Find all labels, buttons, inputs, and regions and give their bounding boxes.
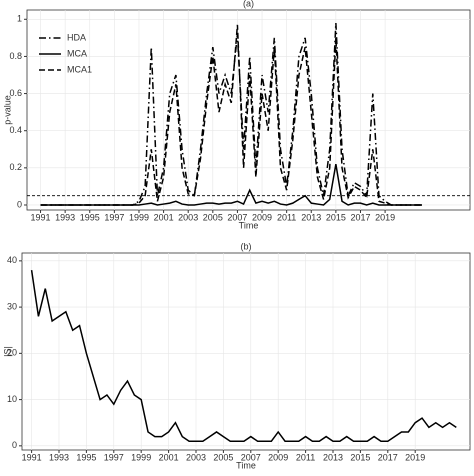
x-axis-label: Time: [236, 460, 256, 470]
x-tick-label: 2003: [186, 452, 206, 462]
x-tick-label: 2017: [378, 452, 398, 462]
y-tick-label: 40: [7, 255, 17, 265]
plot-area: [26, 9, 471, 211]
legend-label: MCA1: [67, 64, 92, 74]
x-tick-label: 1999: [131, 452, 151, 462]
plot-area: [21, 252, 471, 451]
y-axis-label: |S|: [2, 346, 12, 357]
chart-title: (a): [243, 0, 254, 8]
x-tick-label: 1997: [104, 452, 124, 462]
y-tick-label: 30: [7, 301, 17, 311]
x-tick-label: 1993: [55, 212, 75, 222]
x-tick-label: 1999: [129, 212, 149, 222]
y-tick-label: 0.6: [9, 88, 22, 98]
x-tick-label: 2005: [203, 212, 223, 222]
x-tick-label: 2015: [326, 212, 346, 222]
y-tick-label: 20: [7, 348, 17, 358]
chart-title: (b): [241, 241, 252, 251]
x-tick-label: 1991: [22, 452, 42, 462]
y-tick-label: 0.2: [9, 162, 22, 172]
y-tick-label: 10: [7, 394, 17, 404]
x-tick-label: 2001: [159, 452, 179, 462]
x-tick-label: 2019: [405, 452, 425, 462]
x-tick-label: 2011: [277, 212, 296, 222]
y-axis-label: p-value: [2, 95, 12, 125]
x-tick-label: 1997: [104, 212, 124, 222]
x-tick-label: 1991: [31, 212, 51, 222]
x-tick-label: 2005: [213, 452, 233, 462]
x-tick-label: 2017: [350, 212, 370, 222]
x-tick-label: 2013: [323, 452, 343, 462]
legend-label: MCA: [67, 48, 87, 58]
y-tick-label: 0.4: [9, 125, 22, 135]
y-tick-label: 0.8: [9, 51, 22, 61]
x-tick-label: 2019: [375, 212, 395, 222]
x-tick-label: 1995: [80, 212, 100, 222]
line-series: [30, 270, 457, 442]
x-axis-label: Time: [239, 220, 259, 230]
x-tick-label: 2011: [296, 452, 315, 462]
line-series: [40, 24, 423, 206]
y-tick-label: 0: [12, 440, 17, 450]
x-tick-label: 1993: [49, 452, 69, 462]
x-tick-label: 2013: [301, 212, 321, 222]
x-tick-label: 2007: [241, 452, 261, 462]
y-tick-label: 1: [17, 14, 22, 24]
x-tick-label: 2015: [350, 452, 370, 462]
x-tick-label: 2003: [178, 212, 198, 222]
y-tick-label: 0: [17, 199, 22, 209]
x-tick-label: 2001: [154, 212, 174, 222]
x-tick-label: 1995: [76, 452, 96, 462]
x-tick-label: 2007: [227, 212, 247, 222]
x-tick-label: 2009: [268, 452, 288, 462]
x-tick-label: 2009: [252, 212, 272, 222]
legend-label: HDA: [67, 32, 86, 42]
